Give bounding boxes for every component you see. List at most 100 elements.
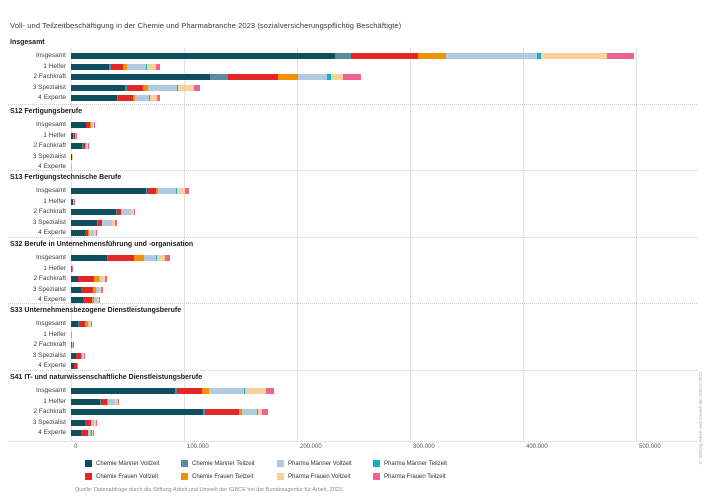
bar-segment-pharma-frauen-vollzeit: [176, 188, 185, 194]
bar-segment-chemie-männer-vollzeit: [71, 286, 82, 293]
bar-segment-pharma-männer-vollzeit: [242, 409, 257, 416]
bar-segment-pharma-frauen-vollzeit: [82, 352, 84, 359]
bar-segment-pharma-frauen-teilzeit: [115, 219, 117, 226]
row-label: 1 Helfer: [43, 197, 66, 205]
bar-segment-pharma-männer-teilzeit: [327, 74, 331, 81]
bar-segment-pharma-frauen-vollzeit: [98, 286, 101, 293]
bar-segment-chemie-männer-vollzeit: [71, 53, 336, 59]
bar-segment-chemie-frauen-vollzeit: [117, 209, 121, 216]
x-gridline: [184, 48, 185, 441]
bar-segment-chemie-frauen-vollzeit: [85, 230, 89, 237]
bar-segment-chemie-frauen-vollzeit: [73, 132, 75, 139]
bar-segment-chemie-frauen-teilzeit: [85, 143, 86, 150]
bar-segment-chemie-männer-vollzeit: [71, 419, 85, 426]
bar-segment-pharma-männer-vollzeit: [446, 53, 537, 59]
stacked-bar: [71, 419, 97, 426]
bar-segment-pharma-männer-vollzeit: [143, 255, 157, 261]
bar-segment-pharma-männer-vollzeit: [135, 95, 149, 102]
row-label: 3 Spezialist: [10, 153, 66, 160]
bar-segment-pharma-männer-vollzeit: [86, 143, 88, 150]
bar-segment-pharma-frauen-vollzeit: [244, 388, 266, 394]
stacked-bar: [71, 209, 136, 216]
bar-segment-pharma-frauen-vollzeit: [96, 297, 99, 304]
bar-segment-chemie-frauen-teilzeit: [90, 122, 91, 128]
stacked-bar: [71, 255, 171, 261]
legend-swatch: [373, 473, 380, 480]
group-header: S41 IT- und naturwissenschaftliche Diens…: [10, 374, 203, 381]
axis-line: [8, 441, 697, 442]
bar-segment-chemie-frauen-teilzeit: [277, 74, 299, 81]
stacked-bar: [71, 219, 117, 226]
bar-segment-chemie-männer-vollzeit: [71, 276, 78, 283]
bar-segment-pharma-frauen-teilzeit: [96, 230, 97, 237]
bar-segment-pharma-männer-vollzeit: [96, 286, 99, 293]
stacked-bar: [71, 132, 77, 139]
stacked-bar: [71, 321, 93, 327]
bar-segment-pharma-männer-vollzeit: [90, 122, 94, 128]
bar-segment-chemie-männer-vollzeit: [71, 84, 126, 91]
bar-segment-pharma-männer-vollzeit: [127, 63, 146, 70]
bar-segment-chemie-männer-vollzeit: [71, 153, 72, 160]
row-label: 2 Fachkraft: [33, 208, 66, 216]
bar-segment-pharma-frauen-teilzeit: [83, 352, 85, 359]
x-tick-label: 100.000: [187, 444, 209, 450]
bar-segment-chemie-frauen-teilzeit: [90, 419, 92, 426]
stacked-bar: [71, 74, 362, 81]
x-tick-label: 400.000: [526, 444, 548, 450]
bar-segment-chemie-männer-vollzeit: [71, 398, 101, 405]
bar-segment-chemie-männer-teilzeit: [203, 409, 206, 416]
legend-item: Pharma Männer Vollzeit: [277, 460, 352, 467]
bar-segment-pharma-männer-vollzeit: [108, 398, 116, 405]
bar-segment-pharma-frauen-vollzeit: [146, 63, 156, 70]
bar-segment-pharma-frauen-vollzeit: [257, 409, 262, 416]
bar-segment-pharma-männer-vollzeit: [88, 230, 95, 237]
bar-segment-pharma-frauen-vollzeit: [94, 230, 97, 237]
stacked-bar: [71, 398, 119, 405]
bar-segment-pharma-frauen-vollzeit: [100, 276, 105, 283]
group-separator: [8, 370, 697, 371]
stacked-bar: [71, 276, 107, 283]
bar-segment-pharma-männer-vollzeit: [208, 388, 244, 394]
row-label: 1 Helfer: [10, 398, 66, 405]
bar-segment-pharma-frauen-teilzeit: [95, 419, 97, 426]
bar-segment-chemie-männer-vollzeit: [71, 122, 86, 128]
group-separator: [8, 104, 697, 105]
legend-swatch: [277, 473, 284, 480]
legend-label: Chemie Männer Teilzeit: [192, 460, 255, 467]
group-header: Insgesamt: [10, 39, 45, 46]
bar-segment-chemie-frauen-teilzeit: [93, 276, 99, 283]
legend-item: Chemie Männer Teilzeit: [181, 460, 255, 467]
stacked-bar: [71, 297, 100, 304]
bar-segment-chemie-männer-vollzeit: [71, 143, 83, 150]
bar-segment-chemie-männer-vollzeit: [71, 363, 75, 370]
row-label: 1 Helfer: [43, 264, 66, 272]
row-label: 1 Helfer: [10, 132, 66, 139]
bar-segment-chemie-frauen-teilzeit: [134, 255, 144, 261]
bar-segment-chemie-männer-teilzeit: [117, 95, 119, 102]
bar-segment-chemie-frauen-teilzeit: [71, 342, 73, 349]
copyright-vertical-text: © Stiftung Arbeit und Umwelt der IGBCE 2…: [698, 371, 703, 465]
bar-segment-pharma-frauen-teilzeit: [265, 388, 274, 394]
bar-segment-pharma-frauen-teilzeit: [117, 398, 119, 405]
bar-segment-chemie-männer-teilzeit: [145, 188, 148, 194]
bar-segment-chemie-männer-vollzeit: [71, 230, 86, 237]
legend-label: Pharma Frauen Teilzeit: [384, 473, 446, 480]
bar-segment-chemie-frauen-vollzeit: [71, 342, 72, 349]
group-separator: [8, 303, 697, 304]
bar-segment-chemie-frauen-teilzeit: [156, 188, 158, 194]
stacked-bar: [71, 188, 189, 194]
bar-segment-pharma-frauen-teilzeit: [606, 53, 634, 59]
legend-item: Chemie Frauen Teilzeit: [181, 473, 253, 480]
bar-segment-chemie-frauen-vollzeit: [86, 122, 91, 128]
bar-segment-chemie-männer-vollzeit: [71, 409, 204, 416]
bar-segment-pharma-männer-vollzeit: [157, 188, 177, 194]
row-label: 4 Experte: [10, 362, 66, 369]
bar-segment-chemie-frauen-vollzeit: [82, 143, 86, 150]
bar-segment-pharma-männer-teilzeit: [176, 188, 177, 194]
row-label: 1 Helfer: [43, 62, 66, 70]
bar-segment-chemie-männer-teilzeit: [96, 219, 98, 226]
x-tick-label: 200.000: [300, 444, 322, 450]
bar-segment-chemie-männer-vollzeit: [71, 430, 82, 437]
bar-segment-chemie-frauen-teilzeit: [239, 409, 243, 416]
bar-segment-chemie-frauen-vollzeit: [78, 321, 85, 327]
